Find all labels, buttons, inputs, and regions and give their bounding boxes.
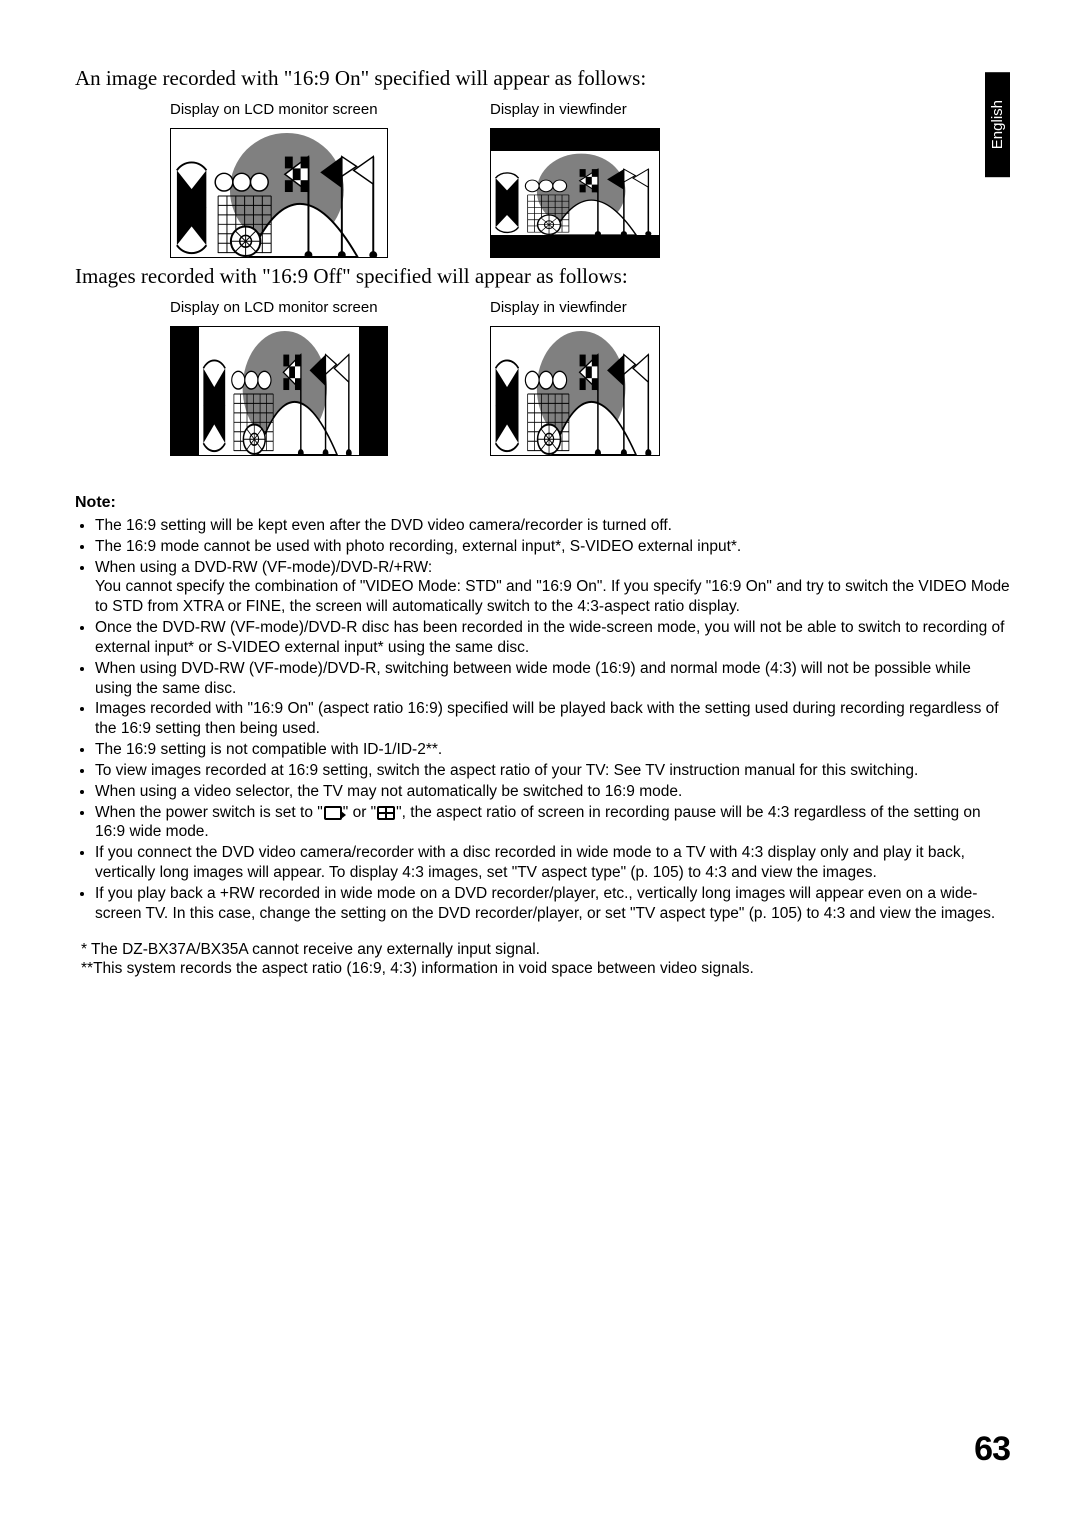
footnote: **This system records the aspect ratio (… bbox=[81, 959, 1010, 979]
note-block: Note: The 16:9 setting will be kept even… bbox=[75, 494, 1010, 979]
note-item: If you play back a +RW recorded in wide … bbox=[95, 884, 1010, 924]
footnotes: * The DZ-BX37A/BX35A cannot receive any … bbox=[75, 940, 1010, 980]
caption-vf-on: Display in viewfinder bbox=[490, 101, 710, 118]
note-item: The 16:9 mode cannot be used with photo … bbox=[95, 537, 1010, 557]
note-item: The 16:9 setting will be kept even after… bbox=[95, 516, 1010, 536]
grid-icon bbox=[377, 806, 395, 820]
caption-lcd-on: Display on LCD monitor screen bbox=[170, 101, 390, 118]
page-number: 63 bbox=[974, 1430, 1010, 1469]
note-item: When the power switch is set to "" or ""… bbox=[95, 803, 1010, 843]
note-item: When using a DVD-RW (VF-mode)/DVD-R/+RW:… bbox=[95, 558, 1010, 617]
row-16-9-off: Display on LCD monitor screen Display in… bbox=[170, 299, 1010, 456]
notes-list: The 16:9 setting will be kept even after… bbox=[81, 516, 1010, 924]
vf-frame-off bbox=[490, 326, 660, 456]
camera-icon bbox=[324, 806, 342, 820]
language-tab: English bbox=[985, 72, 1010, 177]
intro-16-9-off: Images recorded with "16:9 Off" specifie… bbox=[75, 264, 1010, 289]
footnote: * The DZ-BX37A/BX35A cannot receive any … bbox=[81, 940, 1010, 960]
note-heading: Note: bbox=[75, 494, 1010, 512]
note-item: When using a video selector, the TV may … bbox=[95, 782, 1010, 802]
note-item: When using DVD-RW (VF-mode)/DVD-R, switc… bbox=[95, 659, 1010, 699]
caption-vf-off: Display in viewfinder bbox=[490, 299, 710, 316]
note-item: To view images recorded at 16:9 setting,… bbox=[95, 761, 1010, 781]
vf-frame-on bbox=[490, 128, 660, 258]
row-16-9-on: Display on LCD monitor screen Display in… bbox=[170, 101, 1010, 258]
note-item: If you connect the DVD video camera/reco… bbox=[95, 843, 1010, 883]
note-item: The 16:9 setting is not compatible with … bbox=[95, 740, 1010, 760]
caption-lcd-off: Display on LCD monitor screen bbox=[170, 299, 390, 316]
lcd-frame-on bbox=[170, 128, 388, 258]
note-item: Images recorded with "16:9 On" (aspect r… bbox=[95, 699, 1010, 739]
lcd-frame-off bbox=[170, 326, 388, 456]
intro-16-9-on: An image recorded with "16:9 On" specifi… bbox=[75, 66, 1010, 91]
note-item: Once the DVD-RW (VF-mode)/DVD-R disc has… bbox=[95, 618, 1010, 658]
